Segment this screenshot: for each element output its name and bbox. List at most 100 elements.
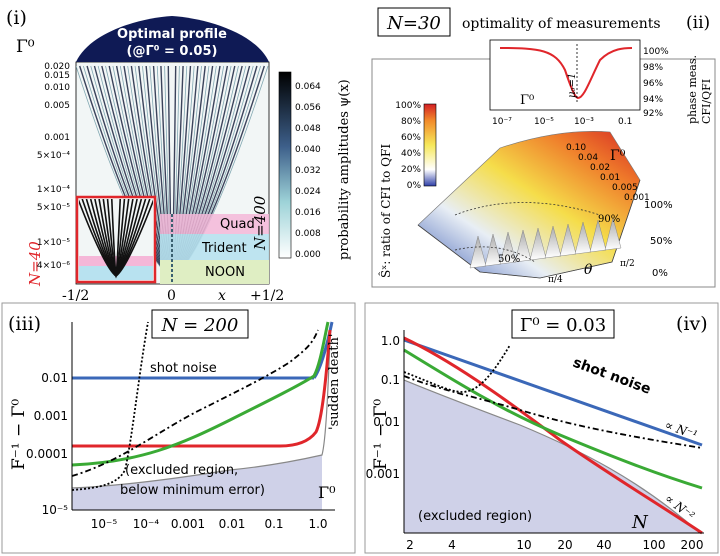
band-quad-label: Quad	[220, 217, 255, 232]
xtick: 10	[516, 538, 531, 552]
n30-label: N=30	[386, 13, 441, 34]
dashdot-curve-iv	[403, 375, 703, 449]
colorbar-i-label: probability amplitudes ψ(x)	[337, 79, 352, 260]
ztick: 100%	[644, 200, 673, 211]
gamma-axis-ii: Γ⁰	[610, 148, 626, 164]
y-ticks-iv: 1.0 0.1 0.01 0.001	[366, 334, 400, 481]
ytick: 0.1	[381, 373, 400, 387]
cbtick: 0.064	[295, 82, 321, 92]
colorbar-ii	[423, 103, 437, 187]
ytick: 0.001	[44, 133, 70, 143]
xtick: 200	[681, 538, 704, 552]
xtick: 0.1	[264, 517, 283, 531]
optimal-profile-title: Optimal profile	[117, 27, 227, 42]
z-axis-label: Ŝˣ: ratio of CFI to QFI	[377, 144, 393, 278]
inset-marker: μ₀=1	[567, 73, 578, 98]
itick: 100%	[643, 47, 669, 57]
gtick: 0.001	[624, 193, 650, 203]
shot-noise-label-iii: shot noise	[150, 361, 217, 376]
z-ticks-ii: 100% 50% 0%	[644, 200, 673, 279]
dashdot-curve-iii	[71, 329, 319, 477]
ytick: 5×10⁻⁴	[37, 151, 70, 161]
ytick: 1.0	[381, 334, 400, 348]
surface-tooth	[604, 217, 622, 251]
inset-curve	[499, 47, 633, 100]
n30-box	[377, 7, 451, 37]
itick: 94%	[643, 95, 663, 105]
ytick: 1×10⁻⁴	[37, 185, 70, 195]
cbtick: 0%	[407, 181, 422, 191]
inset-y-label-1: phase meas.	[686, 55, 699, 124]
xtick: 20	[557, 538, 572, 552]
theta-tick-2: π/2	[620, 259, 635, 269]
excluded-label-iii-1: (excluded region,	[125, 463, 238, 478]
panel-i-label: (i)	[6, 7, 27, 29]
dotted-curve-iii	[71, 321, 149, 491]
gamma-box-iv	[511, 309, 615, 339]
x-ticks-iv: 2 4 10 20 40 100 200	[406, 538, 703, 552]
gamma-box-label: Γ⁰ = 0.03	[520, 315, 606, 336]
cbtick: 0.048	[295, 124, 321, 134]
ytick: 0.01	[41, 371, 68, 385]
excluded-region-iv	[404, 380, 700, 533]
panel-iii: (iii) N = 200 shot noise (excluded regio…	[1, 302, 356, 554]
cbtick: 0.000	[295, 250, 321, 260]
surface-tooth	[529, 227, 547, 261]
xtick: 4	[448, 538, 456, 552]
panel-iii-label: (iii)	[8, 313, 41, 335]
xtick: 1.0	[308, 517, 327, 531]
xtick: 100	[643, 538, 666, 552]
theta-tick-1: π/4	[548, 275, 563, 285]
y-label-iii: F⁻¹ − Γ⁰	[9, 399, 29, 470]
cbtick: 100%	[395, 101, 421, 111]
min-error-curve-iv	[403, 379, 701, 534]
x-ticks-iii: 10⁻⁵ 10⁻⁴ 0.001 0.01 0.1 1.0	[91, 517, 328, 531]
xtick: 0.001	[171, 517, 205, 531]
excluded-region-iii	[72, 455, 322, 510]
surface-tooth	[469, 235, 487, 269]
xtick: 0	[167, 288, 176, 304]
gamma-ticks-ii: 0.10 0.04 0.02 0.01 0.005 0.001	[566, 143, 650, 203]
contour-50	[454, 246, 536, 263]
ytick: 0.001	[366, 467, 400, 481]
surface-tooth	[589, 219, 607, 253]
ytick: 0.01	[373, 415, 400, 429]
x-label-iv: N	[631, 512, 649, 533]
surface-tooth	[544, 225, 562, 259]
green-curve-iii	[71, 321, 330, 467]
ytick: 4×10⁻⁶	[37, 261, 70, 271]
xtick: 40	[596, 538, 611, 552]
shot-noise-line-iv	[403, 338, 703, 447]
ztick: 50%	[650, 236, 672, 247]
inset-y-ticks: 100% 98% 96% 94% 92%	[643, 47, 669, 119]
panel-iii-frame	[1, 302, 356, 554]
xtick: -1/2	[62, 288, 89, 304]
cbtick: 0.024	[295, 187, 321, 197]
n400-label: N=400	[251, 195, 269, 251]
dotted-curve-iv	[403, 344, 511, 393]
band-trident-label: Trident	[201, 241, 247, 256]
y-label-iv: F⁻¹ − Γ⁰	[371, 399, 391, 470]
cbtick: 0.016	[295, 208, 321, 218]
cbtick: 60%	[401, 133, 421, 143]
gtick: 0.01	[600, 173, 620, 183]
inset-x-ticks: 10⁻⁷ 10⁻⁵ 10⁻³ 0.1	[492, 117, 632, 127]
ytick: 5×10⁻⁵	[37, 203, 70, 213]
panel-i-y-ticks: 0.020 0.015 0.010 0.005 0.001 5×10⁻⁴ 1×1…	[37, 62, 70, 271]
panel-ii: N=30 optimality of measurements (ii) 90%…	[371, 7, 716, 288]
optimal-profile-dome	[76, 16, 269, 62]
min-error-curve-iii	[71, 339, 331, 489]
band-noon	[160, 260, 269, 284]
band-quad	[160, 214, 269, 234]
contour-90	[454, 202, 601, 216]
ytick: 0.015	[44, 71, 70, 81]
sudden-death-label: 'sudden death'	[327, 334, 342, 430]
colorbar-i	[278, 71, 292, 259]
excluded-label-iv: (excluded region)	[418, 509, 532, 524]
n40-label: N=40	[26, 241, 44, 287]
surface-tooth	[499, 231, 517, 265]
cbtick: 0.032	[295, 166, 321, 176]
itick: 10⁻³	[574, 117, 594, 127]
inset-y-label-2: CFI/QFI	[700, 79, 713, 124]
colorbar-i-ticks: 0.064 0.056 0.048 0.040 0.032 0.024 0.01…	[295, 82, 321, 260]
